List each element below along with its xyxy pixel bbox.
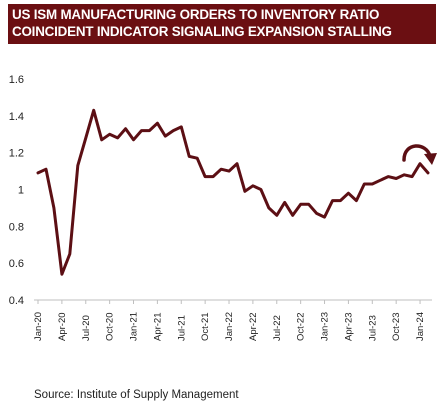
trend-annotation (402, 144, 437, 165)
data-point (45, 168, 47, 170)
data-point (132, 139, 134, 141)
data-point (61, 273, 63, 275)
chart-title: US ISM MANUFACTURING ORDERS TO INVENTORY… (8, 4, 436, 44)
data-point (172, 129, 174, 131)
chart-title-line-1: US ISM MANUFACTURING ORDERS TO INVENTORY… (12, 7, 380, 22)
data-point (69, 253, 71, 255)
data-point (148, 129, 150, 131)
data-point (244, 190, 246, 192)
x-tick-label: Oct-22 (296, 312, 307, 341)
x-tick-label: Jul-23 (367, 315, 378, 341)
data-point (291, 214, 293, 216)
data-point (196, 157, 198, 159)
x-tick-label: Jan-24 (415, 312, 426, 341)
series-line (36, 108, 430, 276)
x-tick-label: Apr-23 (343, 312, 354, 341)
data-point (156, 122, 158, 124)
data-point (331, 199, 333, 201)
data-point (252, 185, 254, 187)
data-point (164, 135, 166, 137)
x-tick-label: Oct-21 (200, 312, 211, 341)
source-note: Source: Institute of Supply Management (34, 389, 239, 401)
x-tick-label: Jul-21 (176, 315, 187, 341)
data-point (37, 172, 39, 174)
y-tick-label: 1.2 (9, 148, 24, 160)
data-point (220, 168, 222, 170)
y-axis: 0.4 0.6 0.8 1 1.2 1.4 1.6 (9, 74, 24, 307)
data-point (93, 109, 95, 111)
data-point (188, 155, 190, 157)
series-layer (36, 108, 430, 276)
x-tick-label: Apr-22 (248, 312, 259, 341)
data-point (212, 175, 214, 177)
x-tick-label: Oct-23 (391, 312, 402, 341)
y-tick-label: 0.4 (9, 295, 24, 307)
x-tick-label: Jan-21 (129, 312, 140, 341)
data-point (403, 174, 405, 176)
x-tick-label: Jan-22 (224, 312, 235, 341)
data-point (268, 207, 270, 209)
data-point (100, 139, 102, 141)
x-tick-label: Apr-21 (152, 312, 163, 341)
curved-arrow-shaft (402, 144, 432, 162)
data-point (108, 133, 110, 135)
x-tick-label: Jan-23 (320, 312, 331, 341)
data-point (299, 203, 301, 205)
x-tick-label: Jan-20 (33, 312, 44, 341)
data-point (307, 203, 309, 205)
data-point (371, 183, 373, 185)
data-point (323, 216, 325, 218)
data-point (419, 163, 421, 165)
data-point (395, 177, 397, 179)
data-point (339, 199, 341, 201)
data-point (180, 126, 182, 128)
data-point (387, 175, 389, 177)
curved-arrow-head (424, 153, 437, 165)
data-point (355, 199, 357, 201)
data-point (85, 137, 87, 139)
data-point (363, 183, 365, 185)
data-point (284, 201, 286, 203)
data-point (315, 212, 317, 214)
data-point (53, 207, 55, 209)
y-tick-label: 0.6 (9, 258, 24, 270)
data-point (116, 137, 118, 139)
y-tick-label: 1 (18, 185, 24, 197)
y-tick-label: 0.8 (9, 221, 24, 233)
data-point (260, 188, 262, 190)
data-point (124, 128, 126, 130)
y-tick-label: 1.4 (9, 111, 24, 123)
data-point (140, 129, 142, 131)
chart-title-line-2: COINCIDENT INDICATOR SIGNALING EXPANSION… (12, 23, 392, 39)
data-point (427, 172, 429, 174)
data-point (379, 179, 381, 181)
x-tick-label: Jul-20 (81, 315, 92, 341)
data-point (347, 192, 349, 194)
x-tick-label: Oct-20 (105, 312, 116, 341)
x-tick-label: Jul-22 (272, 315, 283, 341)
data-point (411, 175, 413, 177)
data-point (77, 164, 79, 166)
x-axis: Jan-20 Apr-20 Jul-20 Oct-20 Jan-21 Apr-21 Jul-… (33, 299, 432, 341)
y-tick-label: 1.6 (9, 74, 24, 86)
x-tick-label: Apr-20 (57, 312, 68, 341)
data-point (228, 170, 230, 172)
data-point (204, 175, 206, 177)
data-point (276, 214, 278, 216)
data-point (236, 163, 238, 165)
